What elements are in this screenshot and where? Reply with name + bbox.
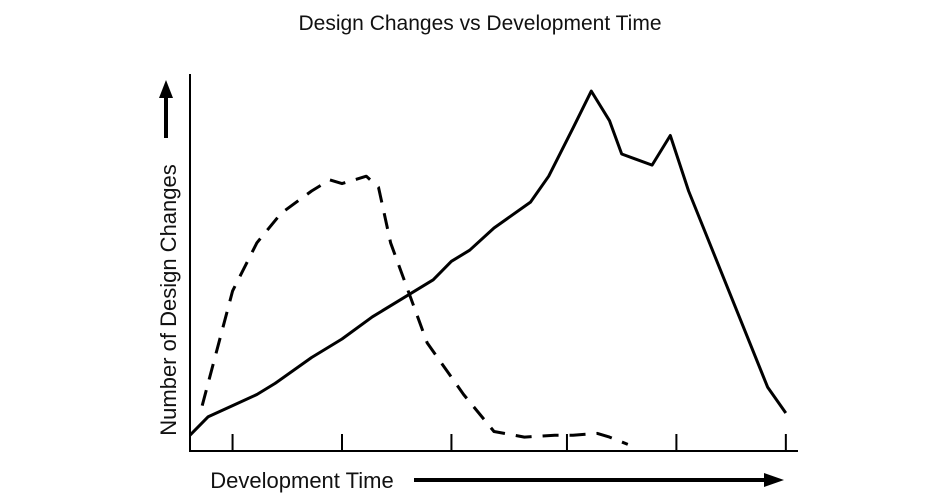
chart-title: Design Changes vs Development Time [298,12,661,35]
x-axis-title: Development Time [210,468,393,493]
series-line-dashed [200,174,629,446]
y-axis-title: Number of Design Changes [156,164,181,435]
x-ticks [231,434,787,451]
x-axis-arrow [414,473,784,487]
series-line-solid [188,89,788,437]
y-axis-arrow [159,80,173,138]
y-axis-arrow-head [159,80,173,98]
x-axis [190,434,798,452]
series-layer [188,89,788,446]
x-axis-arrow-head [764,473,784,487]
